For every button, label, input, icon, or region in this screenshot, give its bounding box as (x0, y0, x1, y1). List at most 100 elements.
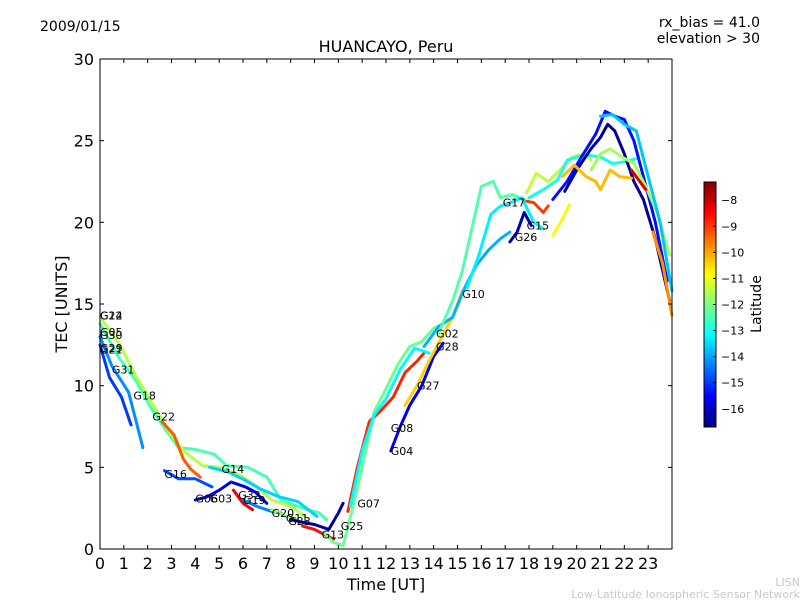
tec-track-6 (162, 469, 214, 489)
x-tick-label: 3 (166, 554, 176, 573)
satellite-label: G04 (391, 445, 414, 458)
rx-bias-label: rx_bias = 41.0 (659, 15, 760, 31)
colorbar-label: Latitude (749, 275, 765, 333)
satellite-label: G12 (100, 309, 123, 322)
colorbar-ticks: −8 −9 −10 −11 −12 −13 −14 −15 −16 (713, 194, 744, 416)
x-tick-label: 8 (286, 554, 296, 573)
satellite-label: G05 (100, 326, 123, 339)
x-tick-label: 20 (566, 554, 586, 573)
x-tick-label: 23 (638, 554, 658, 573)
satellite-label: G03 (210, 492, 233, 505)
tec-track-4 (98, 335, 145, 450)
x-tick-label: 11 (352, 554, 372, 573)
plot-data (98, 109, 674, 548)
x-tick-label: 16 (471, 554, 491, 573)
satellite-label: G25 (341, 520, 364, 533)
colorbar-tick-label: −12 (721, 299, 744, 312)
y-tick-label: 10 (74, 377, 94, 396)
x-tick-label: 22 (614, 554, 634, 573)
tec-track-21 (465, 196, 545, 290)
satellite-label: G08 (391, 422, 414, 435)
satellite-label: G15 (527, 220, 550, 233)
x-tick-label: 6 (238, 554, 248, 573)
colorbar-tick-label: −9 (721, 220, 737, 233)
tec-track-14 (322, 322, 445, 548)
satellite-label: G29 (100, 342, 123, 355)
x-tick-label: 17 (495, 554, 515, 573)
satellite-label: G18 (133, 389, 156, 402)
tec-track-9 (232, 488, 254, 512)
x-tick-label: 9 (309, 554, 319, 573)
satellite-label: G14 (222, 463, 245, 476)
satellite-label: G21 (100, 344, 123, 357)
y-tick-label: 15 (74, 295, 94, 314)
x-tick-label: 15 (447, 554, 467, 573)
y-tick-label: 5 (84, 458, 94, 477)
y-tick-label: 0 (84, 540, 94, 559)
x-tick-label: 1 (119, 554, 129, 573)
tec-track-7 (208, 465, 319, 518)
tec-track-17 (389, 341, 445, 453)
tec-track-11 (270, 508, 300, 522)
satellite-label: G13 (322, 528, 345, 541)
footer-network: Low-Latitude Ionospheric Sensor Network (571, 588, 800, 600)
tec-track-1 (98, 322, 328, 522)
footer-lisn: LISN (775, 576, 800, 589)
satellite-label: G02 (436, 327, 459, 340)
satellite-label: G32 (238, 489, 261, 502)
x-tick-label: 12 (376, 554, 396, 573)
x-tick-label: 18 (519, 554, 539, 573)
tec-track-3 (98, 343, 133, 427)
date-label: 2009/01/15 (40, 19, 121, 35)
y-tick-label: 30 (74, 50, 94, 69)
colorbar-tick-label: −15 (721, 377, 744, 390)
tec-track-23 (525, 199, 550, 214)
tec-track-30 (599, 113, 674, 293)
x-tick-label: 7 (262, 554, 272, 573)
tec-track-33 (551, 202, 571, 237)
colorbar-tick-label: −14 (721, 351, 744, 364)
x-tick-label: 0 (95, 554, 105, 573)
x-tick-label: 19 (543, 554, 563, 573)
satellite-label: G10 (462, 288, 485, 301)
colorbar-tick-label: −11 (721, 272, 744, 285)
satellite-label: G17 (503, 197, 526, 210)
satellite-label: G31 (112, 363, 135, 376)
tec-track-28 (560, 163, 633, 192)
satellite-label: G30 (100, 329, 123, 342)
colorbar-tick-label: −13 (721, 325, 744, 338)
x-tick-label: 13 (400, 554, 420, 573)
y-tick-label: 20 (74, 213, 94, 232)
tec-track-5 (160, 420, 202, 479)
tec-track-27 (563, 122, 672, 303)
axis-ticks: 0 1 2 3 4 5 6 7 8 9 10 11 12 13 14 15 16 17 18 19 20 21 22 2305… (74, 50, 672, 573)
colorbar-tick-label: −16 (721, 403, 744, 416)
satellite-label: G22 (152, 411, 175, 424)
satellite-label: G26 (515, 231, 538, 244)
colorbar-tick-label: −10 (721, 246, 744, 259)
x-tick-label: 14 (423, 554, 443, 573)
satellite-label: G06 (195, 492, 218, 505)
colorbar-tick-label: −8 (721, 194, 737, 207)
satellite-label: G28 (436, 340, 459, 353)
satellite-label: G20 (272, 507, 295, 520)
tec-track-22 (508, 211, 533, 244)
tec-track-32 (651, 230, 674, 317)
tec-track-20 (436, 180, 526, 335)
x-axis-label: Time [UT] (346, 575, 425, 594)
tec-track-2 (98, 315, 307, 518)
satellite-label: G16 (164, 468, 187, 481)
tec-track-8 (193, 480, 269, 505)
x-tick-label: 10 (328, 554, 348, 573)
tec-track-12 (289, 501, 345, 531)
satellite-label: G11 (286, 512, 309, 525)
tec-track-16 (348, 346, 431, 508)
satellite-label: G23 (288, 515, 311, 528)
satellite-label: G19 (243, 494, 266, 507)
satellite-label: G07 (357, 497, 380, 510)
x-tick-label: 5 (214, 554, 224, 573)
satellite-label: G27 (417, 380, 440, 393)
satellite-label: G24 (100, 309, 123, 322)
y-axis-label: TEC [UNITS] (52, 256, 71, 354)
